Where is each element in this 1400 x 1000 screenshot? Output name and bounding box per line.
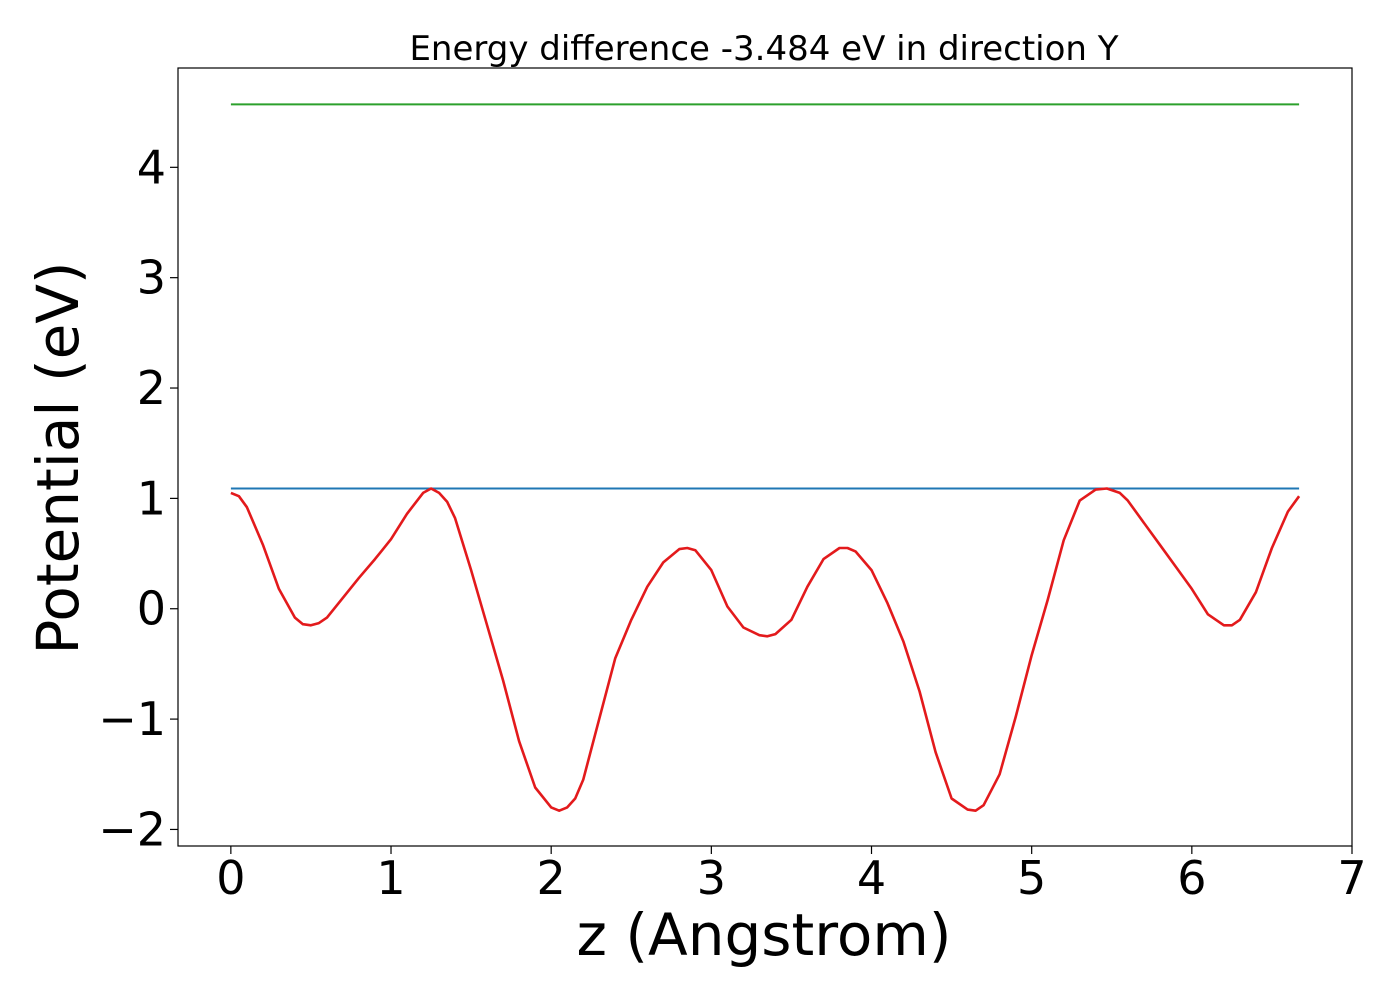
x-tick-label: 7 <box>1337 851 1366 905</box>
y-tick-label: 3 <box>137 251 166 305</box>
x-axis-ticks: 0 1 2 3 4 5 6 7 <box>216 846 1367 905</box>
y-axis-ticks: −2 −1 0 1 2 3 4 <box>98 140 178 856</box>
plot-area <box>230 103 1301 813</box>
x-tick-label: 0 <box>216 851 245 905</box>
x-axis-label: z (Angstrom) <box>577 901 952 969</box>
plot-frame <box>177 67 1353 847</box>
x-tick-label: 2 <box>537 851 566 905</box>
x-tick-label: 4 <box>857 851 886 905</box>
y-tick-label: −1 <box>98 692 166 746</box>
x-tick-label: 5 <box>1017 851 1046 905</box>
y-tick-label: 2 <box>137 361 166 415</box>
x-tick-label: 6 <box>1177 851 1206 905</box>
y-tick-label: 1 <box>137 471 166 525</box>
y-axis-label: Potential (eV) <box>24 261 92 654</box>
x-tick-label: 1 <box>376 851 405 905</box>
chart-title: Energy difference -3.484 eV in direction… <box>409 29 1118 69</box>
y-tick-label: 4 <box>137 140 166 194</box>
y-tick-label: −2 <box>98 802 166 856</box>
y-tick-label: 0 <box>137 582 166 636</box>
series-line-3 <box>230 487 1301 813</box>
x-tick-label: 3 <box>697 851 726 905</box>
